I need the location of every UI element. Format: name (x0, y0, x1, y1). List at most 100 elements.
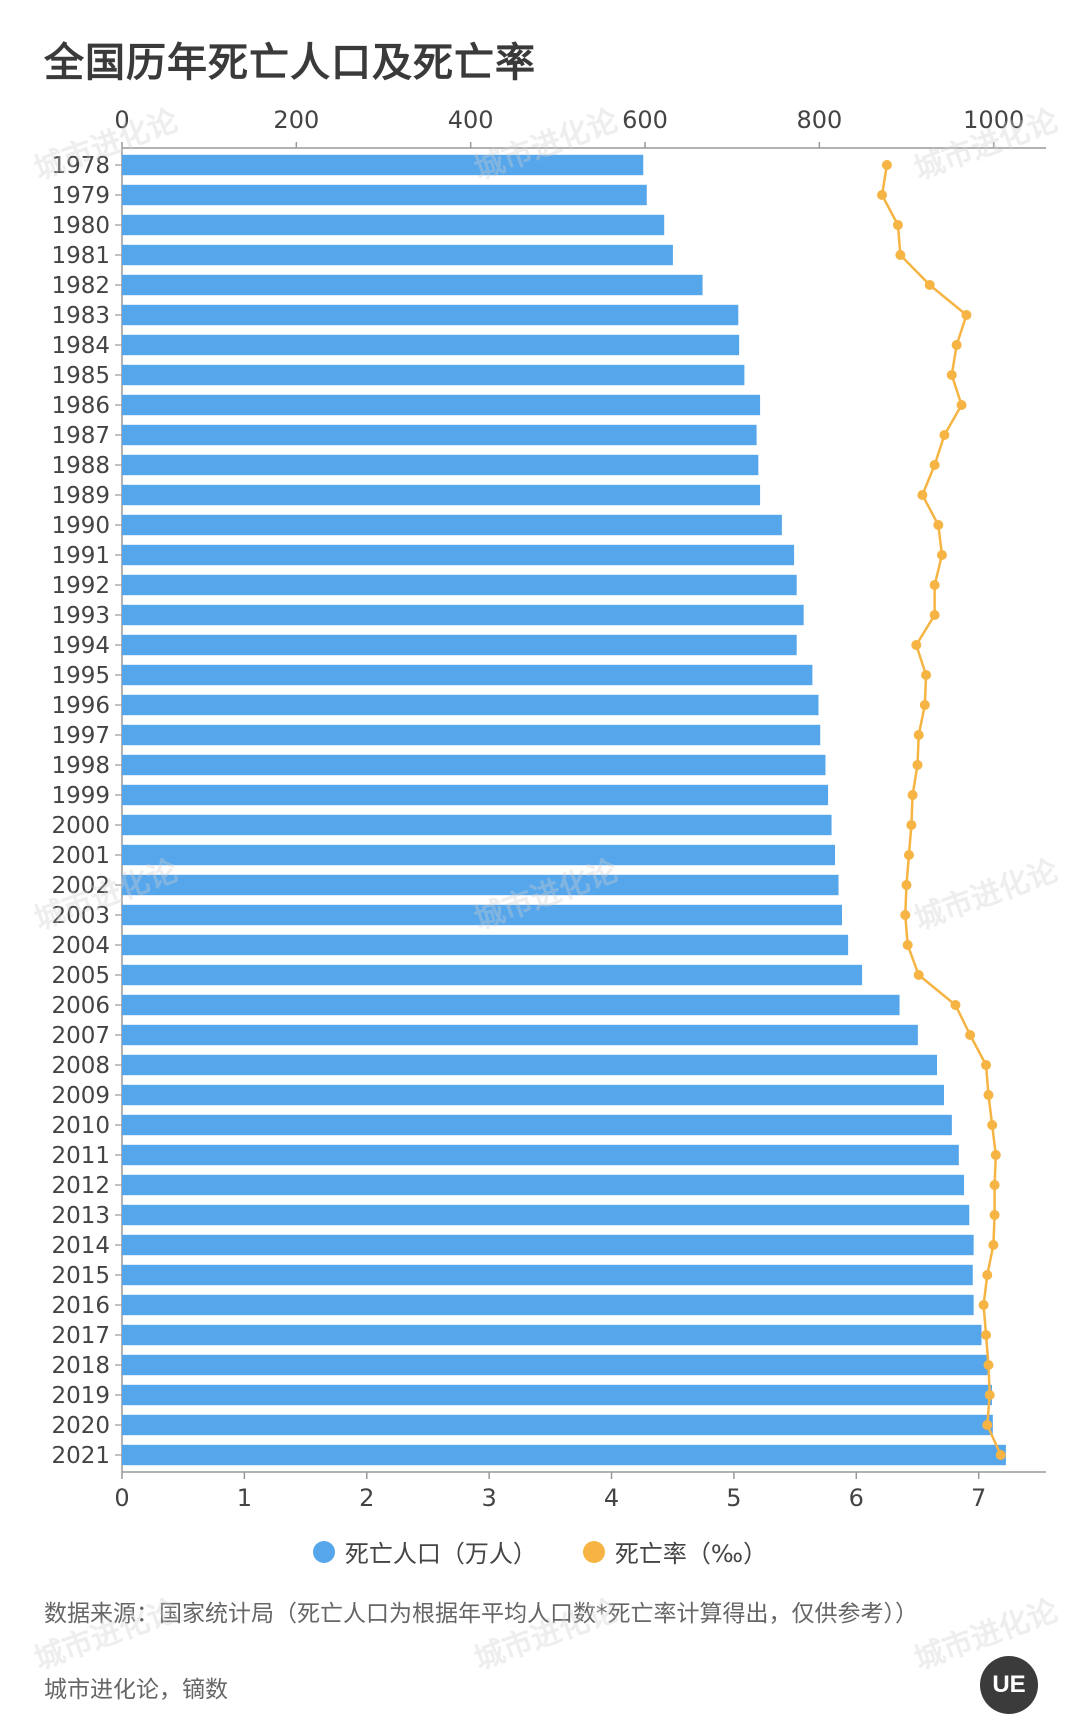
legend-item-rate[interactable]: 死亡率（‰） (582, 1534, 767, 1569)
y-axis-tick-label: 1986 (51, 393, 110, 419)
rate-point (924, 280, 935, 290)
top-axis-tick-label: 1000 (963, 106, 1024, 134)
rate-point (881, 160, 892, 170)
deaths-bar (122, 1354, 988, 1376)
rate-point (892, 220, 903, 230)
rate-point (995, 1450, 1006, 1460)
deaths-bar (122, 1024, 918, 1046)
y-axis-tick-label: 2018 (51, 1353, 110, 1379)
rate-point (961, 310, 972, 320)
rate-point (877, 190, 888, 200)
legend-label-deaths: 死亡人口（万人） (344, 1540, 537, 1568)
rate-point (936, 550, 947, 560)
deaths-bar (122, 844, 836, 866)
chart-title: 全国历年死亡人口及死亡率 (44, 40, 536, 86)
rate-point (950, 1000, 961, 1010)
y-axis-tick-label: 1989 (51, 483, 110, 509)
deaths-bar (122, 1324, 982, 1346)
deaths-bar (122, 1264, 973, 1286)
y-axis-tick-label: 1983 (51, 303, 110, 329)
credit-text: 城市进化论，镝数 (44, 1677, 228, 1703)
y-axis-tick-label: 1987 (51, 423, 110, 449)
y-axis-tick-label: 2009 (51, 1083, 110, 1109)
bottom-axis-tick-label: 6 (849, 1484, 864, 1512)
y-axis-tick-label: 2001 (51, 843, 110, 869)
deaths-bar (122, 994, 900, 1016)
bottom-axis-tick-label: 2 (359, 1484, 374, 1512)
y-axis-tick-label: 2007 (51, 1023, 110, 1049)
legend-item-deaths[interactable]: 死亡人口（万人） (312, 1534, 537, 1569)
rate-point (933, 520, 944, 530)
rate-point (902, 940, 913, 950)
deaths-bar (122, 544, 795, 566)
bottom-axis-tick-label: 3 (482, 1484, 497, 1512)
bottom-axis-tick-label: 7 (971, 1484, 986, 1512)
y-axis-tick-label: 1982 (51, 273, 110, 299)
rate-point (929, 460, 940, 470)
y-axis-tick-label: 1990 (51, 513, 110, 539)
rate-point (982, 1270, 993, 1280)
rate-point (913, 730, 924, 740)
y-axis-tick-label: 2014 (51, 1233, 110, 1259)
y-axis-tick-label: 1996 (51, 693, 110, 719)
y-axis-tick-label: 2003 (51, 903, 110, 929)
y-axis-tick-label: 2011 (51, 1143, 110, 1169)
deaths-bar (122, 964, 863, 986)
deaths-bar (122, 514, 782, 536)
y-axis-tick-label: 2008 (51, 1053, 110, 1079)
y-axis-tick-label: 1980 (51, 213, 110, 239)
deaths-bar (122, 664, 813, 686)
rate-point (982, 1420, 993, 1430)
source-note: 数据来源：国家统计局（死亡人口为根据年平均人口数*死亡率计算得出，仅供参考）） (44, 1601, 918, 1627)
y-axis-tick-label: 2002 (51, 873, 110, 899)
y-axis-tick-label: 1995 (51, 663, 110, 689)
deaths-bar (122, 244, 673, 266)
y-axis-tick-label: 2012 (51, 1173, 110, 1199)
rate-point (983, 1090, 994, 1100)
y-axis-tick-label: 1979 (51, 183, 110, 209)
rate-point (900, 910, 911, 920)
y-axis-tick-label: 1991 (51, 543, 110, 569)
rate-point (978, 1300, 989, 1310)
deaths-bar (122, 874, 839, 896)
y-axis-tick-label: 1993 (51, 603, 110, 629)
y-axis-tick-label: 1992 (51, 573, 110, 599)
y-axis-tick-label: 2016 (51, 1293, 110, 1319)
top-axis-tick-label: 0 (114, 106, 129, 134)
deaths-bar (122, 904, 843, 926)
bottom-axis-tick-label: 5 (726, 1484, 741, 1512)
deaths-bar (122, 274, 703, 296)
deaths-bar (122, 1204, 970, 1226)
y-axis-tick-label: 1978 (51, 153, 110, 179)
rate-point (919, 700, 930, 710)
y-axis-tick-label: 1994 (51, 633, 110, 659)
deaths-bar (122, 634, 797, 656)
y-axis-tick-label: 1999 (51, 783, 110, 809)
rate-point (903, 850, 914, 860)
y-axis-tick-label: 2013 (51, 1203, 110, 1229)
deaths-bar (122, 724, 821, 746)
deaths-bar (122, 1084, 945, 1106)
deaths-bar (122, 784, 829, 806)
top-axis-tick-label: 800 (796, 106, 842, 134)
top-axis-tick-label: 400 (448, 106, 494, 134)
rate-point (917, 490, 928, 500)
rate-point (989, 1180, 1000, 1190)
bottom-axis-tick-label: 4 (604, 1484, 619, 1512)
deaths-bar (122, 184, 647, 206)
y-axis-tick-label: 2010 (51, 1113, 110, 1139)
rate-point (901, 880, 912, 890)
rate-point (988, 1240, 999, 1250)
deaths-bar (122, 604, 804, 626)
rate-point (990, 1150, 1001, 1160)
legend-swatch-deaths (312, 1540, 335, 1563)
bottom-axis-tick-label: 1 (237, 1484, 252, 1512)
rate-point (895, 250, 906, 260)
y-axis-tick-label: 1981 (51, 243, 110, 269)
y-axis-tick-label: 2019 (51, 1383, 110, 1409)
rate-point (956, 400, 967, 410)
rate-point (981, 1330, 992, 1340)
y-axis-tick-label: 2017 (51, 1323, 110, 1349)
deaths-bar (122, 934, 849, 956)
